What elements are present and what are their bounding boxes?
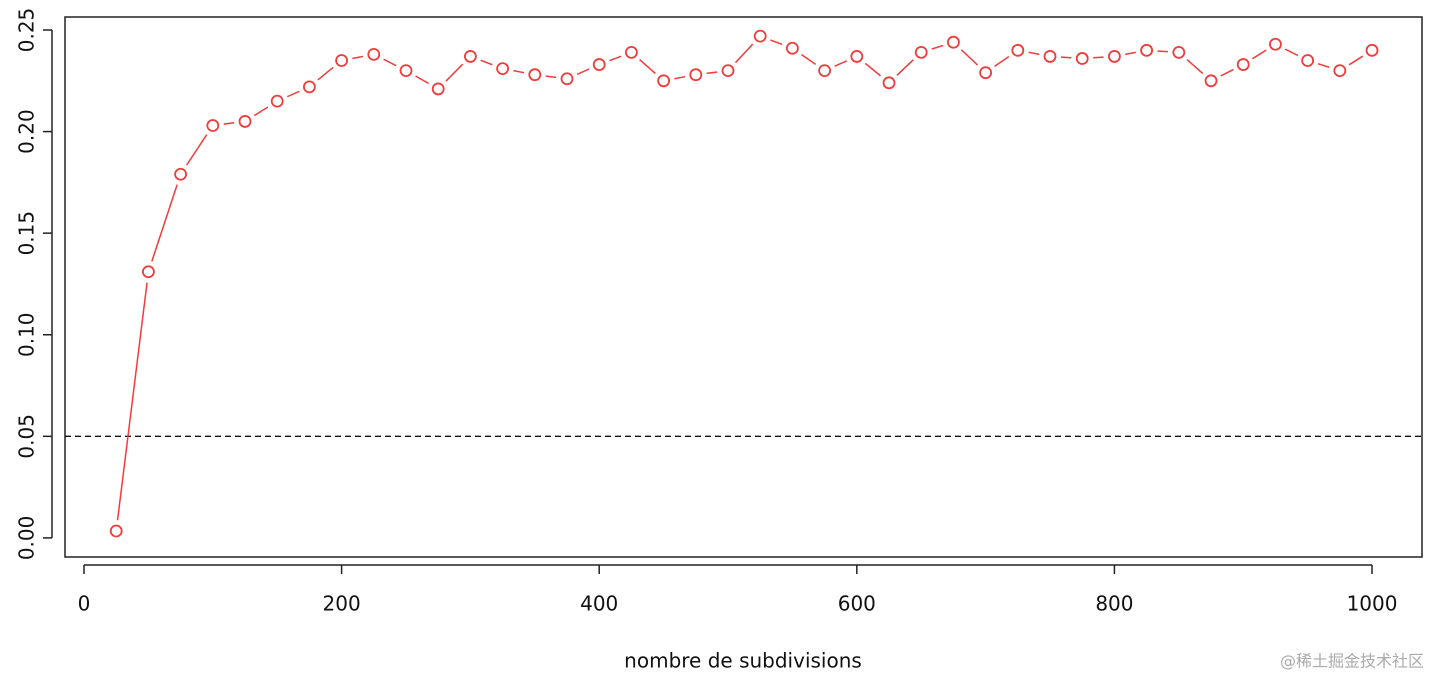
point [238,115,252,128]
point [1172,45,1186,59]
point [1075,52,1089,65]
point [1043,50,1057,63]
series-line [115,35,1373,532]
point [367,47,381,61]
point [818,64,832,78]
point [109,524,123,538]
point [592,58,606,71]
x-tick-label: 1000 [1347,592,1398,616]
plot-box [64,16,1423,558]
point [721,64,735,78]
point [270,94,284,108]
point [1269,37,1282,51]
point [1108,50,1121,63]
point [786,41,799,55]
point [1204,74,1218,88]
watermark: @稀土掘金技术社区 [1280,652,1424,671]
point [560,72,574,86]
point [464,50,477,63]
point [914,45,928,59]
point [850,50,864,63]
x-tick-label: 400 [580,592,618,616]
point [528,68,542,82]
x-tick-label: 800 [1095,592,1133,616]
point [625,45,638,59]
point [657,74,671,88]
y-tick-label: 0.20 [15,109,39,154]
point [1365,43,1379,57]
y-tick-label: 0.05 [15,414,39,459]
y-tick-label: 0.15 [15,211,39,256]
y-tick-label: 0.00 [15,516,39,561]
point [753,29,767,43]
point [174,167,188,181]
y-tick-label: 0.10 [15,312,39,357]
point [431,82,445,96]
point [947,35,960,49]
point [496,62,510,76]
point [206,119,220,132]
x-tick-label: 600 [838,592,876,616]
x-axis-label: nombre de subdivisions [624,649,862,673]
point [1140,43,1154,57]
point [303,80,316,94]
x-tick-label: 0 [78,592,91,616]
point [1301,54,1315,67]
point [335,54,349,67]
point [689,68,703,82]
point [882,76,896,90]
y-tick-label: 0.25 [15,8,39,53]
x-tick-label: 200 [323,592,361,616]
point [141,265,155,279]
point [399,64,413,78]
point [1236,58,1250,71]
point [1333,64,1347,78]
point [979,66,993,80]
point [1011,43,1025,57]
